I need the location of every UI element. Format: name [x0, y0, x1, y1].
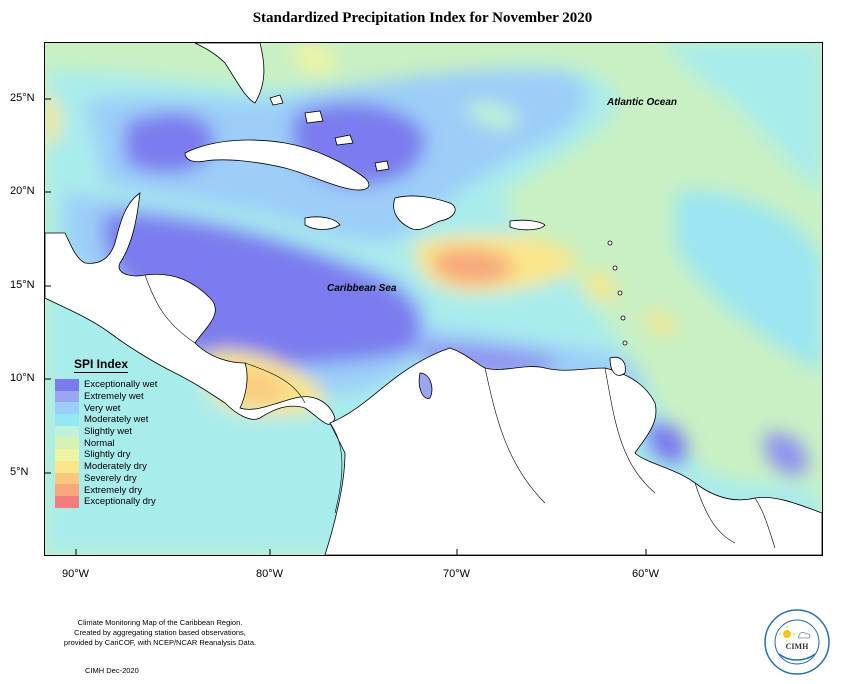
- map-credit: CIMH Dec-2020: [85, 666, 139, 675]
- frame-ticks: [45, 98, 647, 555]
- legend-rows: Exceptionally wet Extremely wet Very wet Mo…: [55, 379, 171, 508]
- legend-swatch: [55, 472, 79, 485]
- map-description: Climate Monitoring Map of the Caribbean …: [30, 618, 290, 648]
- legend-swatch: [55, 449, 79, 461]
- lon-label-70w: 70°W: [443, 568, 471, 580]
- legend-swatch: [55, 437, 79, 450]
- legend-item: Extremely dry: [55, 484, 171, 496]
- lon-label-60w: 60°W: [632, 568, 660, 580]
- legend-label: Very wet: [84, 402, 121, 414]
- legend-swatch: [55, 390, 79, 403]
- legend-swatch: [55, 402, 79, 415]
- legend-label: Moderately wet: [84, 414, 149, 426]
- legend-label: Exceptionally dry: [84, 496, 156, 508]
- spi-legend: SPI Index Exceptionally wet Extremely wet…: [55, 355, 171, 508]
- legend-label: Moderately dry: [84, 461, 147, 473]
- map-description-line-3: provided by CariCOF, with NCEP/NCAR Rean…: [63, 638, 257, 647]
- legend-label: Extremely wet: [84, 391, 144, 403]
- caribbean-sea-label: Caribbean Sea: [327, 283, 397, 294]
- legend-item: Moderately wet: [55, 414, 171, 426]
- legend-label: Severely dry: [84, 472, 137, 484]
- lat-label-20n: 20°N: [10, 185, 35, 197]
- lat-label-5n: 5°N: [10, 466, 29, 478]
- legend-label: Slightly wet: [84, 426, 133, 438]
- legend-swatch: [55, 460, 79, 473]
- legend-item: Slightly wet: [55, 425, 171, 438]
- atlantic-ocean-label: Atlantic Ocean: [606, 97, 677, 108]
- logo-text: CIMH: [786, 642, 809, 651]
- legend-label: Exceptionally wet: [84, 379, 158, 391]
- cimh-logo: CIMH: [763, 608, 831, 676]
- legend-swatch: [55, 379, 79, 391]
- cloud-icon: [797, 631, 811, 639]
- legend-item: Normal: [55, 437, 171, 450]
- spi-map-canvas: Atlantic Ocean Caribbean Sea: [45, 43, 822, 555]
- legend-swatch: [55, 414, 79, 426]
- legend-label: Normal: [84, 437, 115, 449]
- legend-title: SPI Index: [74, 357, 129, 373]
- legend-label: Extremely dry: [84, 484, 143, 496]
- lon-label-80w: 80°W: [256, 568, 284, 580]
- map-title: Standardized Precipitation Index for Nov…: [252, 10, 593, 26]
- lon-label-90w: 90°W: [62, 568, 90, 580]
- lat-label-15n: 15°N: [10, 279, 35, 291]
- legend-item: Very wet: [55, 402, 171, 415]
- map-description-line-1: Climate Monitoring Map of the Caribbean …: [77, 618, 243, 627]
- legend-swatch: [55, 484, 79, 496]
- country-borders: [144, 274, 776, 549]
- lat-label-10n: 10°N: [10, 372, 35, 384]
- sun-icon: [783, 630, 791, 638]
- legend-swatch: [55, 495, 79, 508]
- legend-label: Slightly dry: [84, 449, 131, 461]
- spi-map: Atlantic Ocean Caribbean Sea: [44, 42, 823, 556]
- legend-item: Severely dry: [55, 472, 171, 485]
- lat-label-25n: 25°N: [10, 92, 35, 104]
- map-description-line-2: Created by aggregating station based obs…: [74, 628, 246, 637]
- legend-item: Slightly dry: [55, 449, 171, 461]
- legend-item: Extremely wet: [55, 390, 171, 403]
- legend-item: Moderately dry: [55, 460, 171, 473]
- legend-item: Exceptionally dry: [55, 495, 171, 508]
- land-masses: [45, 43, 822, 555]
- legend-swatch: [55, 425, 79, 438]
- legend-item: Exceptionally wet: [55, 379, 171, 391]
